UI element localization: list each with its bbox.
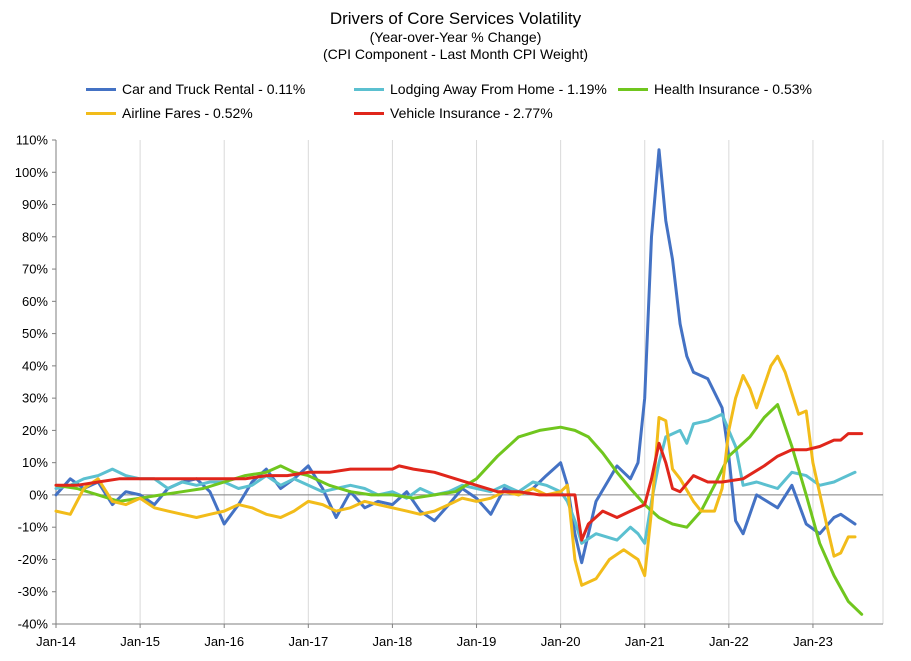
y-tick-label: -30%	[18, 584, 49, 599]
axes	[52, 139, 883, 628]
y-tick-label: 100%	[15, 165, 49, 180]
x-tick-labels: Jan-14 Jan-15 Jan-16 Jan-17 Jan-18 Jan-19 Jan-…	[36, 634, 833, 649]
y-tick-label: 60%	[22, 294, 48, 309]
series-line-3	[54, 354, 857, 587]
chart-title: Drivers of Core Services Volatility	[329, 9, 582, 28]
x-tick-label: Jan-15	[120, 634, 160, 649]
y-tick-label: 90%	[22, 197, 48, 212]
legend-swatch-car-truck-rental	[86, 87, 116, 91]
legend-label-lodging: Lodging Away From Home - 1.19%	[390, 81, 607, 97]
y-tick-label: -40%	[18, 617, 49, 632]
legend-swatch-health-insurance	[618, 87, 648, 91]
y-tick-label: -20%	[18, 552, 49, 567]
legend-label-health-insurance: Health Insurance - 0.53%	[654, 81, 812, 97]
legend-item-lodging: Lodging Away From Home - 1.19%	[354, 80, 607, 98]
x-tick-label: Jan-23	[793, 634, 833, 649]
x-tick-label: Jan-18	[373, 634, 413, 649]
series-line-1	[54, 412, 857, 545]
x-tick-label: Jan-17	[288, 634, 328, 649]
series-lines	[54, 148, 864, 616]
legend-item-airline-fares: Airline Fares - 0.52%	[86, 104, 253, 122]
y-tick-label: 80%	[22, 229, 48, 244]
chart-title-block: Drivers of Core Services Volatility (Yea…	[0, 8, 911, 63]
vertical-gridlines	[55, 140, 884, 624]
x-tick-label: Jan-22	[709, 634, 749, 649]
x-tick-label: Jan-19	[457, 634, 497, 649]
y-tick-label: 40%	[22, 358, 48, 373]
legend: Car and Truck Rental - 0.11% Lodging Awa…	[0, 0, 911, 130]
legend-swatch-vehicle-insurance	[354, 111, 384, 115]
legend-item-vehicle-insurance: Vehicle Insurance - 2.77%	[354, 104, 553, 122]
y-tick-label: 20%	[22, 423, 48, 438]
legend-item-health-insurance: Health Insurance - 0.53%	[618, 80, 812, 98]
x-tick-label: Jan-14	[36, 634, 76, 649]
x-tick-label: Jan-21	[625, 634, 665, 649]
y-tick-label: 0%	[29, 487, 48, 502]
y-tick-label: 70%	[22, 262, 48, 277]
series-line-4	[54, 432, 864, 542]
y-tick-label: 30%	[22, 391, 48, 406]
y-tick-label: 110%	[16, 133, 49, 148]
legend-swatch-airline-fares	[86, 111, 116, 115]
x-tick-label: Jan-16	[204, 634, 244, 649]
legend-label-car-truck-rental: Car and Truck Rental - 0.11%	[122, 81, 306, 97]
y-tick-label: 10%	[22, 455, 48, 470]
y-tick-label: -10%	[18, 520, 49, 535]
legend-label-vehicle-insurance: Vehicle Insurance - 2.77%	[390, 105, 553, 121]
legend-item-car-truck-rental: Car and Truck Rental - 0.11%	[86, 80, 305, 98]
chart-subtitle-line-2: (CPI Component - Last Month CPI Weight)	[322, 46, 589, 62]
x-tick-label: Jan-20	[541, 634, 581, 649]
legend-swatch-lodging	[354, 87, 384, 91]
chart-subtitle-line-1: (Year-over-Year % Change)	[369, 29, 542, 45]
y-tick-labels: 110% 100% 90% 80% 70% 60% 50% 40% 30% 20% 10% 0% -10…	[15, 133, 49, 632]
y-tick-label: 50%	[22, 326, 48, 341]
legend-label-airline-fares: Airline Fares - 0.52%	[122, 105, 253, 121]
series-line-2	[54, 403, 864, 616]
